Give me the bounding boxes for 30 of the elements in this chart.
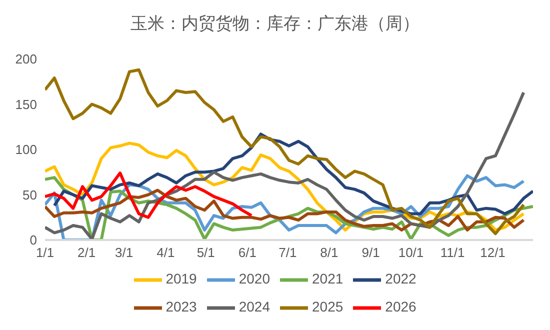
x-tick-label: 12/1	[480, 245, 506, 260]
x-tick-label: 11/1	[440, 245, 465, 260]
x-tick-label: 6/1	[238, 245, 256, 260]
chart-title: 玉米：内贸货物：库存：广东港（周）	[130, 13, 420, 35]
x-tick-label: 1/1	[36, 245, 54, 260]
x-tick-label: 10/1	[398, 245, 424, 260]
x-tick-label: 8/1	[320, 245, 338, 260]
line-series	[45, 172, 253, 219]
x-tick-label: 9/1	[362, 245, 380, 260]
x-tick-label: 3/1	[115, 245, 134, 260]
legend-label: 2022	[385, 270, 416, 287]
line-series	[45, 90, 526, 240]
y-tick-label: 0	[30, 232, 37, 248]
legend-label: 2020	[238, 270, 270, 287]
y-tick-label: 200	[15, 52, 37, 67]
x-tick-label: 5/1	[196, 245, 215, 260]
y-tick-label: 50	[22, 187, 37, 202]
x-tick-label: 7/1	[278, 245, 297, 260]
legend-label: 2021	[312, 270, 344, 287]
line-series	[45, 68, 526, 236]
legend-label: 2023	[166, 298, 197, 315]
x-tick-label: 2/1	[78, 245, 96, 260]
legend-label: 2025	[312, 298, 344, 315]
legend-label: 2024	[238, 298, 270, 315]
y-tick-label: 100	[15, 142, 37, 158]
legend-label: 2026	[385, 298, 416, 315]
legend-label: 2019	[166, 270, 197, 287]
x-tick-label: 4/1	[156, 245, 175, 260]
line-series	[45, 188, 526, 232]
y-tick-label: 150	[15, 96, 37, 112]
